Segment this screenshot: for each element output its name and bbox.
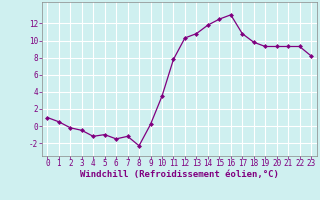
X-axis label: Windchill (Refroidissement éolien,°C): Windchill (Refroidissement éolien,°C): [80, 170, 279, 179]
